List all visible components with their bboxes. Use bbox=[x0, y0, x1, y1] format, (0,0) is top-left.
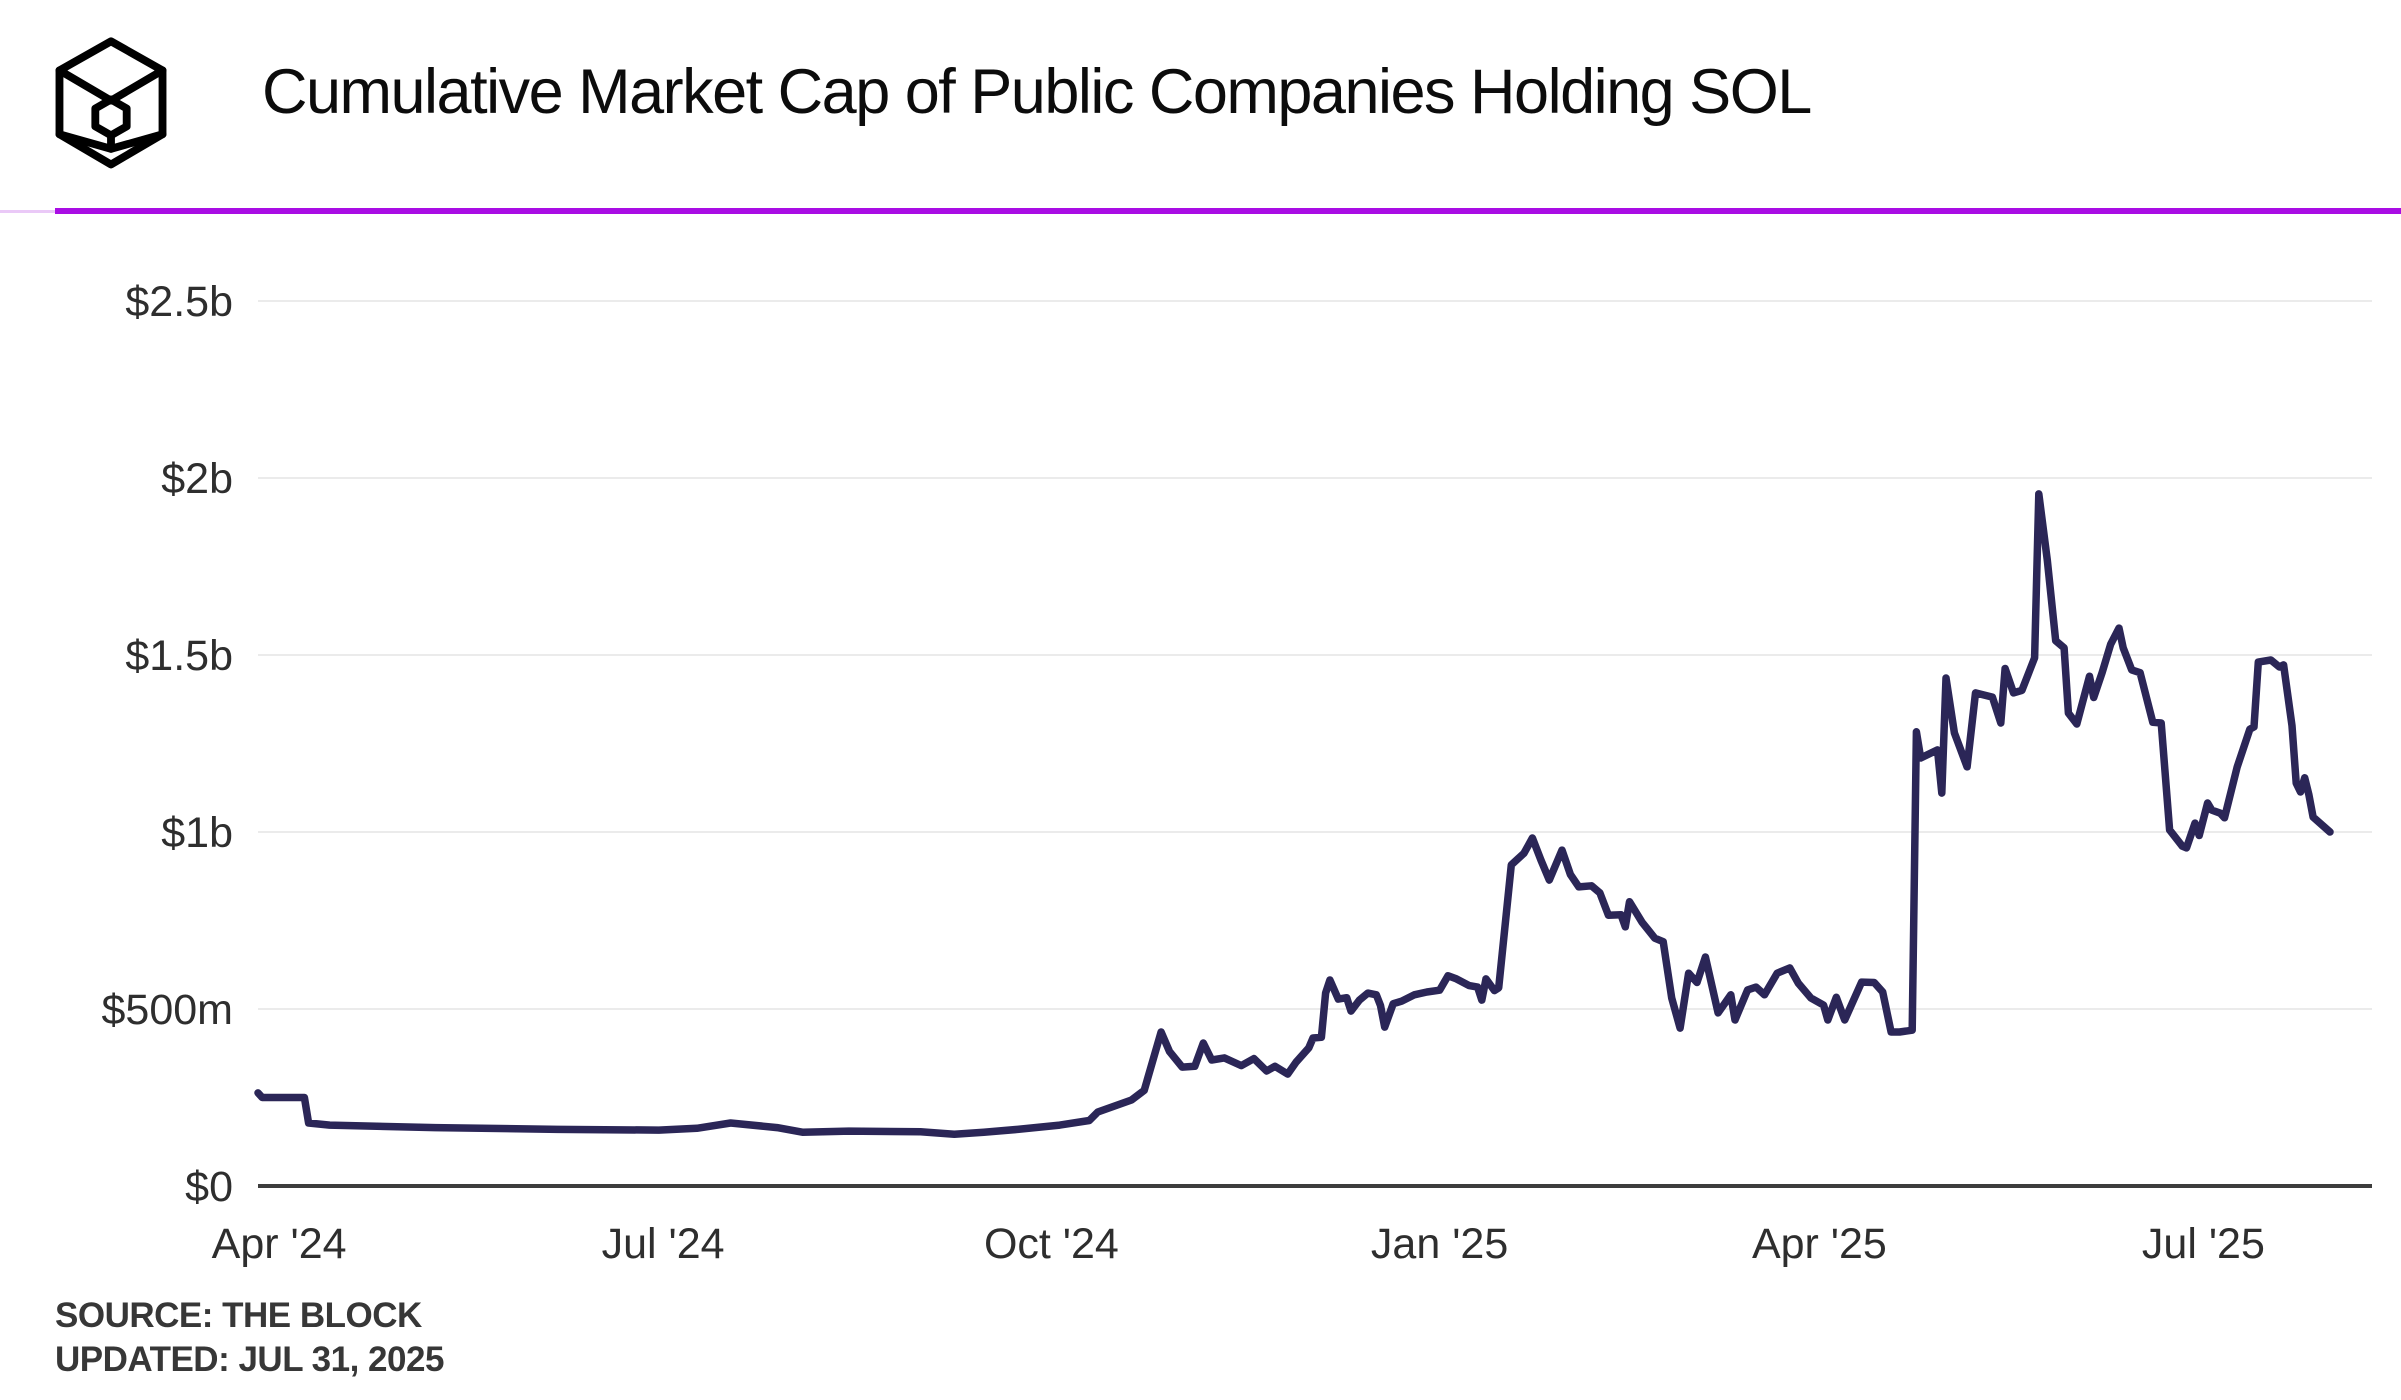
chart-footer: SOURCE: THE BLOCK UPDATED: JUL 31, 2025 bbox=[55, 1294, 444, 1382]
divider-line-accent bbox=[0, 210, 55, 213]
x-axis-tick-label: Oct '24 bbox=[984, 1220, 1119, 1268]
the-block-logo-icon bbox=[55, 37, 167, 169]
divider-line bbox=[55, 208, 2401, 214]
source-label: SOURCE: THE BLOCK bbox=[55, 1296, 422, 1335]
updated-label: UPDATED: JUL 31, 2025 bbox=[55, 1340, 444, 1379]
y-axis-tick-label: $1b bbox=[161, 809, 233, 857]
y-axis-tick-label: $500m bbox=[102, 986, 233, 1034]
y-axis-tick-label: $2.5b bbox=[125, 278, 233, 326]
x-axis-tick-label: Jan '25 bbox=[1371, 1220, 1508, 1268]
y-axis-tick-label: $0 bbox=[185, 1163, 233, 1211]
x-axis-tick-label: Jul '25 bbox=[2142, 1220, 2265, 1268]
x-axis-tick-label: Apr '24 bbox=[212, 1220, 347, 1268]
market-cap-series-line bbox=[254, 490, 2334, 1139]
y-axis-tick-label: $1.5b bbox=[125, 632, 233, 680]
x-axis-tick-label: Apr '25 bbox=[1752, 1220, 1887, 1268]
x-axis-tick-label: Jul '24 bbox=[602, 1220, 725, 1268]
y-axis-tick-label: $2b bbox=[161, 455, 233, 503]
sol-holdings-line-chart: $0 $500m $1b $1.5b $2b $2.5b Apr '24 Jul '24 Oct… bbox=[102, 278, 2372, 1268]
chart-title: Cumulative Market Cap of Public Companie… bbox=[262, 57, 1812, 127]
